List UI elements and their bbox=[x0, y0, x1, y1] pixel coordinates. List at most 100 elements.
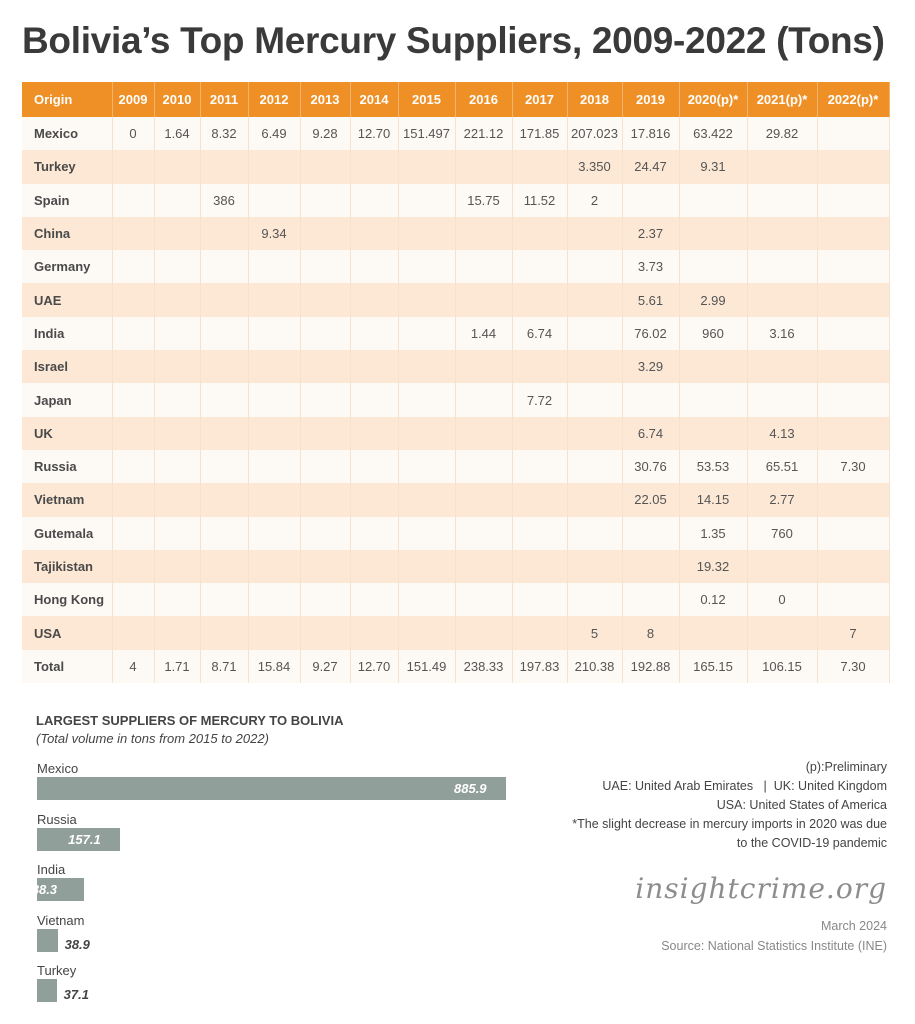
value-cell bbox=[455, 350, 513, 384]
value-cell: 2.37 bbox=[622, 216, 680, 251]
value-cell bbox=[622, 516, 680, 550]
bar bbox=[37, 928, 58, 952]
value-cell bbox=[200, 516, 249, 550]
value-cell bbox=[112, 549, 155, 584]
origin-cell: Japan bbox=[22, 383, 113, 417]
value-cell bbox=[350, 283, 399, 317]
value-cell bbox=[747, 250, 818, 284]
value-cell bbox=[154, 549, 201, 584]
value-cell bbox=[200, 316, 249, 351]
value-cell bbox=[200, 150, 249, 184]
origin-cell: Gutemala bbox=[22, 516, 113, 550]
value-cell bbox=[154, 449, 201, 484]
value-cell bbox=[112, 616, 155, 650]
value-cell bbox=[398, 383, 456, 417]
bar-label: India bbox=[37, 862, 66, 877]
value-cell bbox=[398, 616, 456, 650]
origin-cell: Mexico bbox=[22, 117, 113, 151]
value-cell bbox=[747, 383, 818, 417]
value-cell bbox=[248, 150, 301, 184]
value-cell bbox=[398, 549, 456, 584]
insightcrime-logo: insightcrime.org bbox=[635, 872, 887, 905]
value-cell: 30.76 bbox=[622, 449, 680, 484]
value-cell bbox=[817, 150, 890, 184]
value-cell bbox=[350, 416, 399, 450]
value-cell: 6.74 bbox=[512, 316, 568, 351]
value-cell: 192.88 bbox=[622, 649, 680, 684]
value-cell bbox=[398, 483, 456, 517]
column-header: 2010 bbox=[154, 82, 201, 117]
value-cell bbox=[747, 216, 818, 251]
value-cell bbox=[350, 616, 399, 650]
value-cell bbox=[112, 216, 155, 251]
value-cell bbox=[200, 283, 249, 317]
value-cell bbox=[248, 183, 301, 217]
column-header: 2012 bbox=[248, 82, 301, 117]
value-cell bbox=[512, 616, 568, 650]
value-cell: 238.33 bbox=[455, 649, 513, 684]
value-cell bbox=[200, 216, 249, 251]
value-cell bbox=[154, 583, 201, 617]
value-cell: 9.28 bbox=[300, 117, 351, 151]
origin-cell: UAE bbox=[22, 283, 113, 317]
value-cell bbox=[300, 150, 351, 184]
value-cell bbox=[512, 350, 568, 384]
value-cell bbox=[398, 416, 456, 450]
table-header-row: Origin 2009 2010 2011 2012 2013 2014 2015 2016 20… bbox=[22, 82, 890, 117]
value-cell bbox=[200, 483, 249, 517]
value-cell bbox=[567, 316, 623, 351]
value-cell bbox=[817, 549, 890, 584]
mercury-suppliers-table: Origin 2009 2010 2011 2012 2013 2014 2015 2016 20… bbox=[22, 82, 890, 684]
value-cell bbox=[300, 616, 351, 650]
value-cell bbox=[248, 549, 301, 584]
value-cell: 8 bbox=[622, 616, 680, 650]
origin-cell: Russia bbox=[22, 449, 113, 484]
value-cell bbox=[747, 183, 818, 217]
value-cell bbox=[567, 283, 623, 317]
value-cell bbox=[300, 516, 351, 550]
value-cell bbox=[512, 583, 568, 617]
table-row: Turkey 3.350 24.47 9.31 bbox=[22, 150, 890, 184]
value-cell: 1.44 bbox=[455, 316, 513, 351]
value-cell: 9.31 bbox=[679, 150, 748, 184]
value-cell bbox=[817, 183, 890, 217]
value-cell bbox=[112, 416, 155, 450]
value-cell: 12.70 bbox=[350, 117, 399, 151]
value-cell bbox=[455, 616, 513, 650]
value-cell: 22.05 bbox=[622, 483, 680, 517]
value-cell bbox=[817, 516, 890, 550]
table-row: China 9.34 2.37 bbox=[22, 216, 890, 251]
value-cell bbox=[567, 549, 623, 584]
value-cell bbox=[248, 483, 301, 517]
value-cell bbox=[747, 549, 818, 584]
value-cell bbox=[398, 283, 456, 317]
value-cell bbox=[512, 449, 568, 484]
value-cell bbox=[200, 549, 249, 584]
value-cell bbox=[817, 350, 890, 384]
value-cell: 151.497 bbox=[398, 117, 456, 151]
origin-cell: Tajikistan bbox=[22, 549, 113, 584]
value-cell bbox=[112, 350, 155, 384]
value-cell bbox=[154, 150, 201, 184]
value-cell: 7.72 bbox=[512, 383, 568, 417]
value-cell bbox=[154, 616, 201, 650]
note-covid-cont: to the COVID-19 pandemic bbox=[736, 836, 887, 850]
value-cell bbox=[154, 316, 201, 351]
value-cell bbox=[398, 183, 456, 217]
value-cell bbox=[350, 449, 399, 484]
value-cell: 2.99 bbox=[679, 283, 748, 317]
value-cell bbox=[622, 583, 680, 617]
value-cell bbox=[747, 150, 818, 184]
value-cell bbox=[567, 416, 623, 450]
value-cell bbox=[512, 250, 568, 284]
value-cell: 1.64 bbox=[154, 117, 201, 151]
value-cell bbox=[112, 449, 155, 484]
source-credit: Source: National Statistics Institute (I… bbox=[661, 939, 887, 953]
value-cell: 29.82 bbox=[747, 117, 818, 151]
value-cell bbox=[112, 316, 155, 351]
origin-cell: Turkey bbox=[22, 150, 113, 184]
table-row: Russia 30.76 53.53 65.51 7.30 bbox=[22, 449, 890, 484]
value-cell bbox=[567, 250, 623, 284]
value-cell bbox=[112, 183, 155, 217]
bar bbox=[37, 878, 84, 901]
